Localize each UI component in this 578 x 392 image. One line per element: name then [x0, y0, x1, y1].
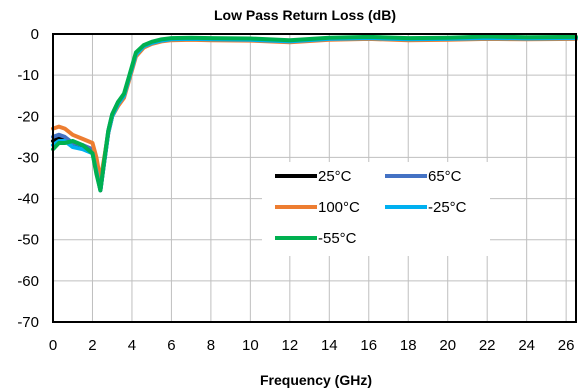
legend-label: -55°C [318, 230, 357, 247]
x-axis-ticks: 0 2 4 6 8 10 12 14 16 18 20 22 24 26 [49, 337, 575, 354]
legend-label: -25°C [428, 199, 467, 216]
x-tick-label: 12 [281, 337, 298, 354]
y-tick-label: -60 [17, 273, 39, 290]
x-tick-label: 10 [242, 337, 259, 354]
y-tick-label: -50 [17, 232, 39, 249]
x-tick-label: 6 [167, 337, 175, 354]
x-tick-label: 20 [439, 337, 456, 354]
y-tick-label: -70 [17, 314, 39, 331]
x-tick-label: 16 [360, 337, 377, 354]
x-axis-label: Frequency (GHz) [260, 372, 372, 388]
x-tick-label: 8 [207, 337, 215, 354]
plot-frame [52, 33, 577, 323]
legend-label: 25°C [318, 168, 352, 185]
series-line [51, 34, 578, 193]
legend-label: 65°C [428, 168, 462, 185]
legend: 25°C 65°C 100°C -25°C -55°C [262, 162, 490, 256]
x-tick-label: 22 [479, 337, 496, 354]
y-tick-label: -20 [17, 108, 39, 125]
y-axis-ticks: 0 -10 -20 -30 -40 -50 -60 -70 [17, 26, 39, 331]
y-tick-label: -30 [17, 149, 39, 166]
x-tick-label: 24 [518, 337, 535, 354]
series-lines [51, 34, 578, 193]
chart-title: Low Pass Return Loss (dB) [214, 7, 396, 23]
y-tick-label: 0 [31, 26, 39, 43]
legend-label: 100°C [318, 199, 360, 216]
x-tick-label: 26 [558, 337, 575, 354]
y-tick-label: -10 [17, 67, 39, 84]
x-tick-label: 4 [128, 337, 136, 354]
x-tick-label: 0 [49, 337, 57, 354]
x-tick-label: 18 [400, 337, 417, 354]
y-tick-label: -40 [17, 191, 39, 208]
x-tick-label: 14 [321, 337, 338, 354]
x-tick-label: 2 [88, 337, 96, 354]
